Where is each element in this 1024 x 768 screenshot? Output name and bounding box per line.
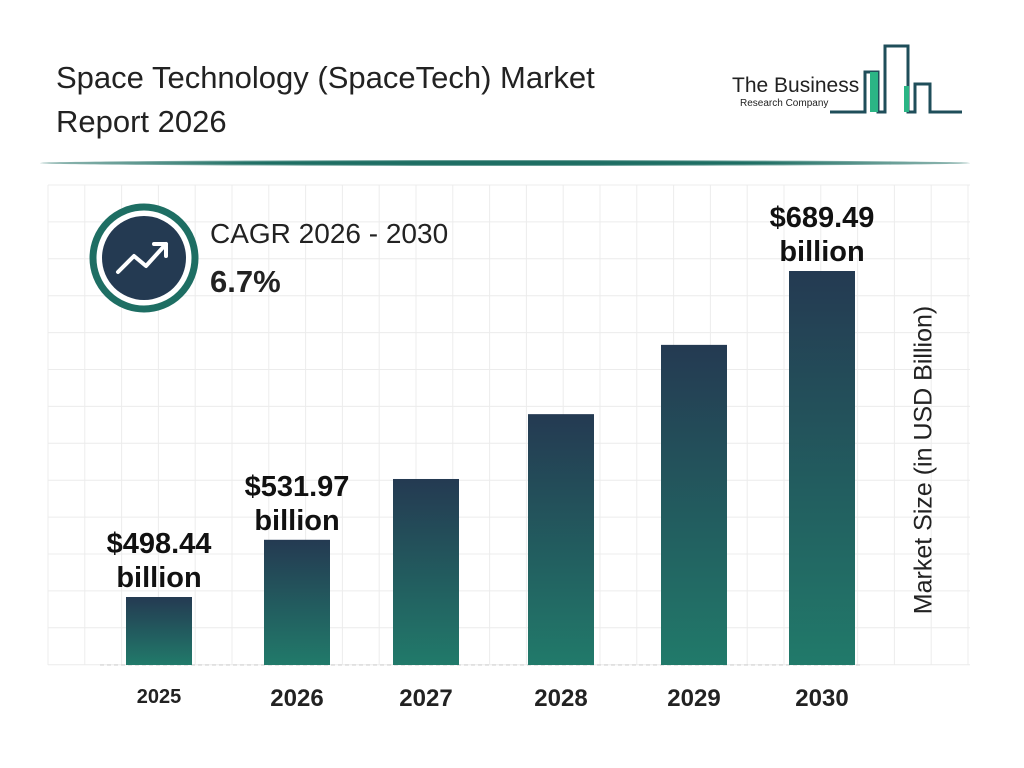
page-title: Space Technology (SpaceTech) Market Repo…	[56, 60, 595, 139]
data-label-value: $498.44	[107, 528, 212, 560]
header-divider	[40, 160, 970, 166]
company-logo: The Business Research Company	[730, 44, 965, 116]
data-label-value: $531.97	[245, 471, 350, 503]
trending-up-icon	[116, 242, 168, 274]
x-tick-label: 2028	[534, 685, 587, 712]
x-tick-label: 2027	[399, 685, 452, 712]
logo-text: The Business	[732, 74, 860, 97]
data-label-unit: billion	[116, 562, 201, 594]
y-axis-label: Market Size (in USD Billion)	[909, 305, 938, 615]
bar-2029	[661, 344, 727, 665]
cagr-label: CAGR 2026 - 2030	[210, 218, 449, 249]
x-tick-label: 2025	[137, 686, 182, 708]
bar-2025	[126, 597, 192, 665]
bar-2026	[264, 539, 330, 665]
x-tick-label: 2029	[667, 685, 720, 712]
logo-subtext: Research Company	[740, 98, 829, 109]
data-label-unit: billion	[779, 236, 864, 268]
cagr-badge	[89, 203, 199, 313]
data-label-value: $689.49	[770, 202, 875, 234]
cagr-value: 6.7%	[210, 264, 281, 299]
bar-2028	[528, 414, 594, 665]
x-tick-label: 2030	[795, 685, 848, 712]
bar-2027	[393, 478, 459, 665]
x-tick-label: 2026	[270, 685, 323, 712]
data-label-unit: billion	[254, 505, 339, 537]
bar-2030	[789, 271, 855, 665]
logo-buildings-icon	[830, 44, 962, 114]
